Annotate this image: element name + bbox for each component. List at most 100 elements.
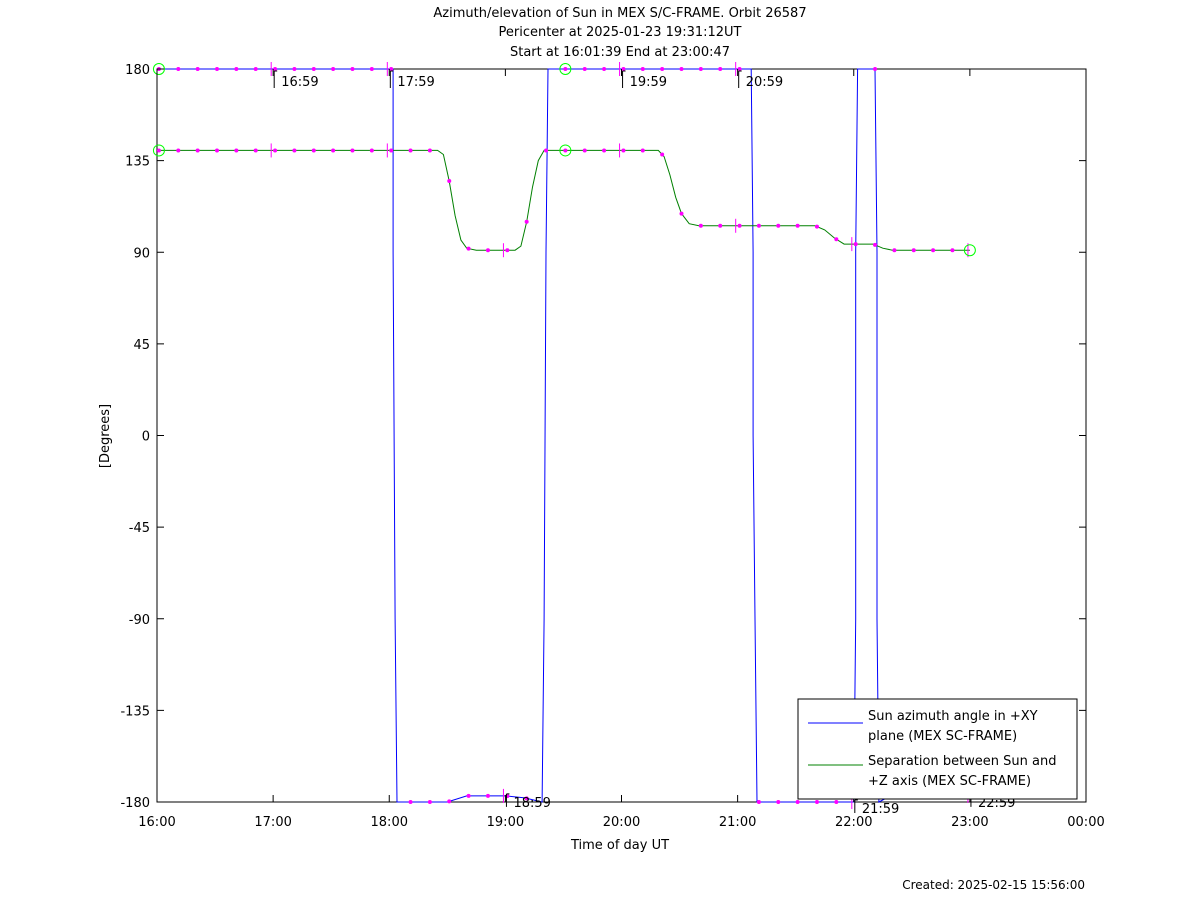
x-tick-label: 16:00 (138, 815, 175, 830)
separation-marker (950, 248, 955, 253)
separation-marker (234, 148, 239, 153)
separation-marker (156, 148, 161, 153)
y-tick-label: 45 (133, 338, 150, 353)
separation-marker (795, 223, 800, 228)
separation-marker (195, 148, 200, 153)
separation-marker (408, 148, 413, 153)
hour-marker-label: 16:59 (281, 75, 318, 90)
x-axis-label: Time of day UT (570, 838, 669, 853)
azimuth-marker (582, 67, 587, 71)
hour-marker-label: 22:59 (978, 796, 1015, 811)
separation-marker (621, 148, 626, 153)
separation-marker (892, 248, 897, 253)
plot-area: 16:59 17:59 18:59 19:59 20:59 21:59 22:59 (152, 62, 1015, 817)
y-tick-label: 90 (133, 246, 150, 261)
separation-marker (544, 148, 549, 153)
azimuth-marker (776, 800, 781, 804)
azimuth-marker (292, 67, 297, 71)
hour-marker-label: 20:59 (746, 75, 783, 90)
azimuth-marker (350, 67, 355, 71)
x-tick-label: 23:00 (951, 815, 988, 830)
plot-frame (156, 68, 1087, 803)
azimuth-marker (795, 800, 800, 804)
orbit-start-pericenter-marker (152, 63, 165, 75)
hour-marker-label: 17:59 (397, 75, 434, 90)
azimuth-marker (331, 67, 336, 71)
separation-marker (931, 248, 936, 253)
azimuth-marker (447, 799, 452, 804)
separation-marker (273, 148, 278, 153)
separation-marker (427, 148, 432, 153)
x-tick-label: 21:00 (719, 815, 756, 830)
separation-marker (582, 148, 587, 153)
azimuth-marker (679, 67, 684, 71)
legend-box (797, 698, 1078, 800)
title-line-1: Azimuth/elevation of Sun in MEX S/C-FRAM… (433, 6, 806, 21)
orbit-start-pericenter-end-marker (559, 144, 572, 157)
title-line-2: Pericenter at 2025-01-23 19:31:12UT (498, 25, 741, 40)
separation-marker (814, 224, 819, 229)
separation-series-line (158, 149, 970, 251)
hour-marker-label: 19:59 (630, 75, 667, 90)
azimuth-marker (408, 800, 413, 804)
azimuth-marker (737, 67, 742, 71)
azimuth-marker (195, 67, 200, 71)
separation-marker (873, 242, 878, 247)
azimuth-marker (756, 800, 761, 804)
azimuth-marker (311, 67, 316, 71)
separation-marker (563, 148, 568, 153)
axes: 16:00 17:00 18:00 19:00 20:00 21:00 22:00 23:00… (120, 63, 1104, 830)
x-tick-label: 19:00 (487, 815, 524, 830)
azimuth-marker (660, 67, 665, 71)
y-tick-label: -180 (120, 796, 150, 811)
hour-marker-label: 21:59 (862, 802, 899, 817)
separation-marker (679, 211, 684, 216)
azimuth-marker (602, 67, 607, 71)
separation-marker (718, 223, 723, 228)
separation-marker (485, 248, 490, 253)
separation-marker (756, 223, 761, 228)
legend-separation-line-2: +Z axis (MEX SC-FRAME) (868, 774, 1031, 789)
azimuth-marker (369, 67, 374, 71)
legend-azimuth-line-1: Sun azimuth angle in +XY (868, 709, 1038, 724)
azimuth-marker (640, 67, 645, 71)
orbit-start-pericenter-end-marker (963, 244, 976, 257)
azimuth-series-line (158, 68, 970, 803)
separation-marker (253, 148, 258, 153)
separation-marker (369, 148, 374, 153)
separation-marker (292, 148, 297, 153)
separation-marker (853, 242, 858, 247)
separation-marker (524, 219, 529, 224)
x-tick-label: 00:00 (1067, 815, 1104, 830)
separation-marker (447, 178, 452, 183)
y-tick-label: -90 (129, 613, 150, 628)
azimuth-marker (234, 67, 239, 71)
separation-marker (698, 223, 703, 228)
separation-marker (640, 148, 645, 153)
x-tick-label: 18:00 (371, 815, 408, 830)
azimuth-marker (505, 794, 510, 799)
y-tick-label: 0 (142, 430, 150, 445)
y-tick-label: -135 (120, 704, 150, 719)
separation-marker (389, 148, 394, 153)
separation-marker (602, 148, 607, 153)
separation-marker (331, 148, 336, 153)
footer-created: Created: 2025-02-15 15:56:00 (902, 878, 1085, 892)
azimuth-marker (427, 800, 432, 804)
azimuth-marker (466, 793, 471, 798)
y-axis-label: [Degrees] (98, 404, 113, 468)
hour-marker-label: 18:59 (513, 796, 550, 811)
separation-marker (834, 237, 839, 242)
separation-marker (176, 148, 181, 153)
y-tick-label: 135 (125, 155, 150, 170)
azimuth-marker (621, 67, 626, 71)
title-line-3: Start at 16:01:39 End at 23:00:47 (510, 45, 730, 60)
azimuth-marker (563, 67, 568, 71)
separation-marker (911, 248, 916, 253)
x-tick-label: 20:00 (603, 815, 640, 830)
orbit-start-pericenter-end-marker (152, 144, 165, 157)
azimuth-marker (814, 800, 819, 804)
azimuth-marker (176, 67, 181, 71)
y-tick-label: -45 (129, 521, 150, 536)
